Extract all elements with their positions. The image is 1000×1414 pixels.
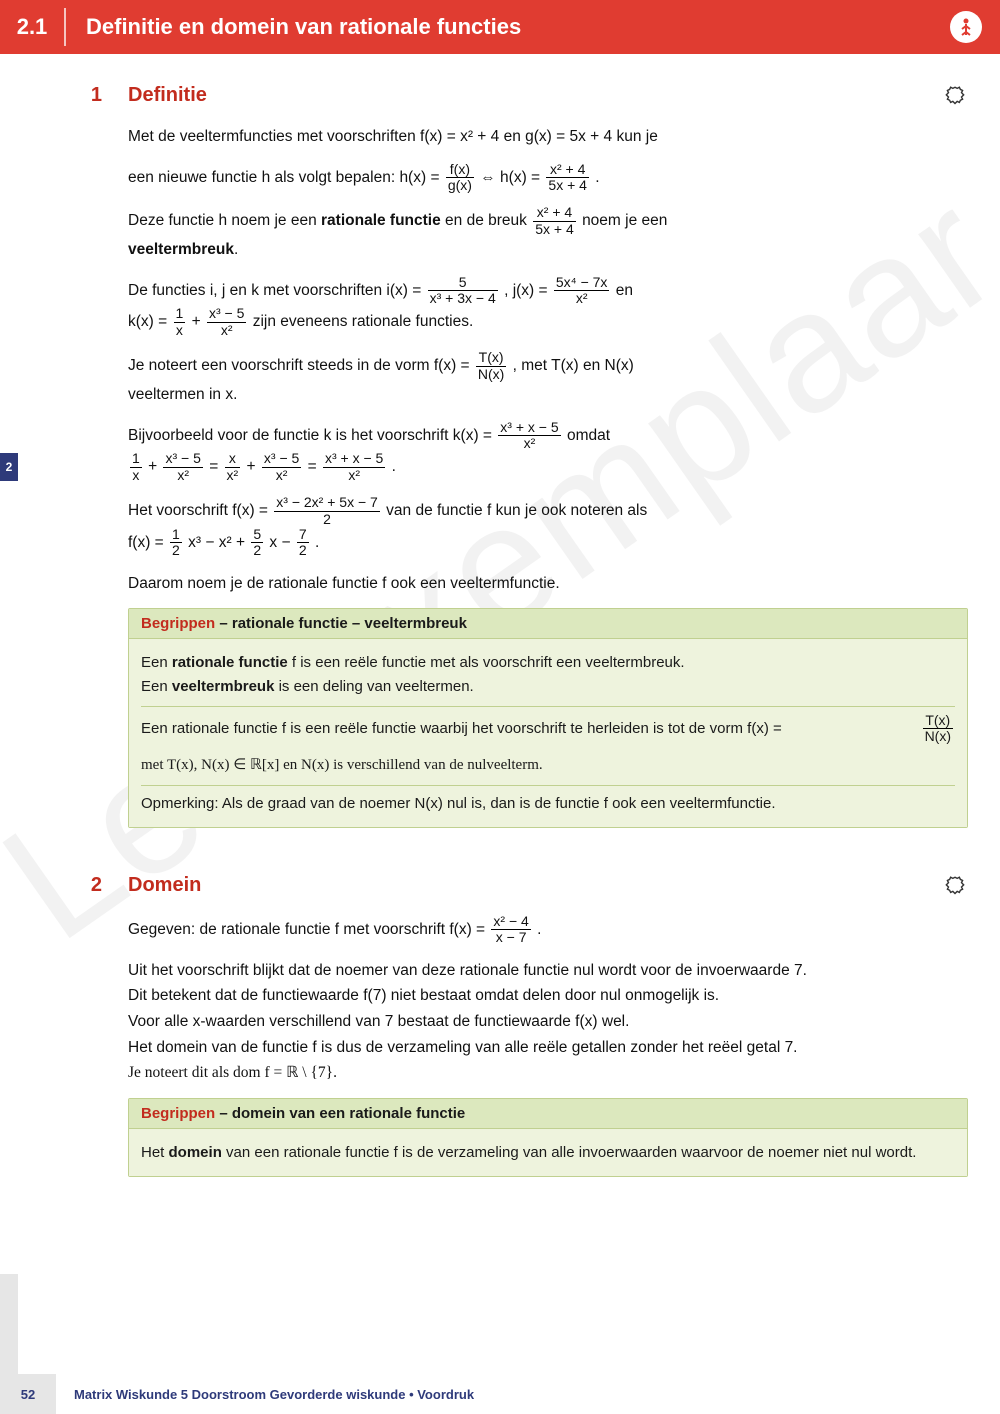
text: Voor alle x-waarden verschillend van 7 b… [128, 1013, 629, 1030]
text: , j(x) = [504, 282, 552, 299]
definition-box-1: Begrippen – rationale functie – veelterm… [128, 608, 968, 828]
text: Het voorschrift f(x) = [128, 502, 272, 519]
fraction: x³ − 5x² [163, 451, 202, 483]
text: Deze functie h noem je een [128, 212, 321, 229]
text: + [148, 458, 161, 475]
text: . [315, 534, 319, 551]
term: rationale functie [172, 654, 288, 671]
text: . [234, 241, 238, 258]
box-head-sub: – domein van een rationale functie [219, 1105, 465, 1122]
text: . [595, 169, 599, 186]
fraction: x² + 45x + 4 [533, 205, 576, 237]
fraction: 72 [297, 527, 309, 559]
text: is een deling van veeltermen. [274, 678, 473, 695]
text: + [247, 458, 260, 475]
text: Gegeven: de rationale functie f met voor… [128, 921, 489, 938]
text: Bijvoorbeeld voor de functie k is het vo… [128, 427, 496, 444]
side-tab: 2 [0, 453, 18, 481]
fraction: x³ + x − 5x² [498, 420, 560, 452]
definition-box-2: Begrippen – domein van een rationale fun… [128, 1098, 968, 1177]
text: Het [141, 1144, 169, 1161]
text: noem je een [582, 212, 667, 229]
text: f is een reële functie met als voorschri… [288, 654, 685, 671]
fraction: 52 [251, 527, 263, 559]
page-number: 52 [0, 1374, 56, 1414]
gear-icon [942, 874, 968, 900]
info-icon [950, 11, 982, 43]
text: Daarom noem je de rationale functie f oo… [128, 575, 560, 592]
fraction: 1x [174, 306, 186, 338]
term: rationale functie [321, 212, 441, 229]
text: van een rationale functie f is de verzam… [222, 1144, 917, 1161]
text: Uit het voorschrift blijkt dat de noemer… [128, 962, 807, 979]
fraction: 5x⁴ − 7xx² [554, 275, 610, 307]
text: x − [269, 534, 294, 551]
text: . [537, 921, 541, 938]
fraction: 5x³ + 3x − 4 [428, 275, 498, 307]
fraction: x² + 45x + 4 [546, 162, 589, 194]
text: Je noteert een voorschrift steeds in de … [128, 357, 474, 374]
fraction: 12 [170, 527, 182, 559]
box-head-label: Begrippen [141, 615, 219, 632]
footer-text: Matrix Wiskunde 5 Doorstroom Gevorderde … [56, 1387, 474, 1402]
text: Een [141, 654, 172, 671]
text: van de functie f kun je ook noteren als [386, 502, 647, 519]
text: en de breuk [441, 212, 531, 229]
text: Het domein van de functie f is dus de ve… [128, 1039, 798, 1056]
text: veeltermen in x. [128, 386, 237, 403]
chapter-number: 2.1 [0, 8, 66, 46]
section2-number: 2 [0, 874, 128, 900]
section1-number: 1 [0, 84, 128, 110]
section2-title: Domein [128, 874, 942, 900]
fraction: x³ + x − 5x² [323, 451, 385, 483]
text: De functies i, j en k met voorschriften … [128, 282, 426, 299]
section1-body: Met de veeltermfuncties met voorschrifte… [128, 124, 968, 596]
gear-icon [942, 84, 968, 110]
section2-body: Gegeven: de rationale functie f met voor… [128, 914, 968, 1086]
page-footer: 52 Matrix Wiskunde 5 Doorstroom Gevorder… [0, 1374, 1000, 1414]
box-head-sub: – rationale functie – veeltermbreuk [219, 615, 467, 632]
text: Opmerking: Als de graad van de noemer N(… [141, 795, 776, 812]
term: veeltermbreuk [128, 241, 234, 258]
text: . [392, 458, 396, 475]
text: f(x) = [128, 534, 168, 551]
text: met T(x), N(x) ∈ ℝ[x] en N(x) is verschi… [141, 757, 543, 773]
chapter-header: 2.1 Definitie en domein van rationale fu… [0, 0, 1000, 54]
text: en [616, 282, 633, 299]
fraction: T(x)N(x) [476, 350, 506, 382]
text: + [192, 313, 205, 330]
fraction: x² − 4x − 7 [491, 914, 530, 946]
text: x³ − x² + [188, 534, 249, 551]
fraction: x³ − 5x² [207, 306, 246, 338]
text: Je noteert dit als dom f = ℝ \ {7}. [128, 1064, 337, 1081]
text: k(x) = [128, 313, 172, 330]
fraction: f(x)g(x) [446, 162, 474, 194]
fraction: xx² [225, 451, 241, 483]
term: domein [169, 1144, 222, 1161]
text: een nieuwe functie h als volgt bepalen: … [128, 169, 444, 186]
fraction: x³ − 5x² [262, 451, 301, 483]
text: omdat [567, 427, 610, 444]
section1-title: Definitie [128, 84, 942, 110]
text: = [209, 458, 222, 475]
text: Dit betekent dat de functiewaarde f(7) n… [128, 987, 719, 1004]
chapter-title: Definitie en domein van rationale functi… [66, 14, 1000, 40]
text: = [308, 458, 321, 475]
text: Met de veeltermfuncties met voorschrifte… [128, 128, 658, 145]
text: Een rationale functie f is een reële fun… [141, 720, 782, 737]
text: Een [141, 678, 172, 695]
fraction: T(x)N(x) [923, 713, 953, 745]
term: veeltermbreuk [172, 678, 275, 695]
fraction: x³ − 2x² + 5x − 72 [274, 495, 380, 527]
text: ⇔ h(x) = [480, 169, 544, 186]
fraction: 1x [130, 451, 142, 483]
text: , met T(x) en N(x) [513, 357, 634, 374]
box-head-label: Begrippen [141, 1105, 219, 1122]
text: zijn eveneens rationale functies. [253, 313, 474, 330]
